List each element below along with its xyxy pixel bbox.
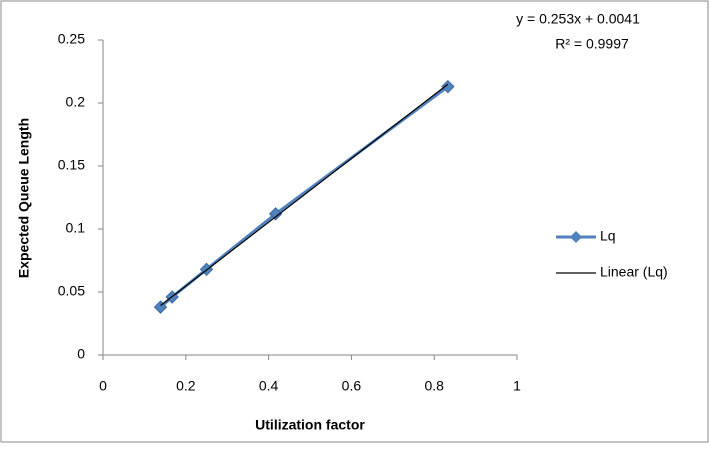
y-tick-label: 0.25 bbox=[58, 31, 85, 47]
data-point bbox=[268, 207, 283, 221]
legend-marker bbox=[570, 231, 582, 243]
x-tick-label: 0 bbox=[99, 378, 107, 394]
series-line bbox=[160, 83, 449, 306]
y-tick-label: 0.15 bbox=[58, 157, 85, 173]
x-axis-title: Utilization factor bbox=[255, 417, 365, 433]
y-tick-label: 0.1 bbox=[66, 220, 86, 236]
trend-r2: R² = 0.9997 bbox=[555, 36, 629, 52]
legend-label: Linear (Lq) bbox=[600, 264, 668, 280]
y-tick-label: 0.05 bbox=[58, 283, 85, 299]
x-tick-label: 1 bbox=[513, 378, 521, 394]
y-tick-label: 0 bbox=[77, 346, 85, 362]
x-tick-label: 0.4 bbox=[259, 378, 279, 394]
trend-equation: y = 0.253x + 0.0041 bbox=[516, 11, 640, 27]
x-tick-label: 0.6 bbox=[342, 378, 362, 394]
legend-label: Lq bbox=[600, 228, 616, 244]
data-point bbox=[441, 79, 455, 94]
x-tick-label: 0.2 bbox=[176, 378, 196, 394]
data-point bbox=[153, 300, 168, 314]
x-tick-label: 0.8 bbox=[424, 378, 444, 394]
y-tick-label: 0.2 bbox=[66, 94, 86, 110]
y-axis-title: Expected Queue Length bbox=[16, 118, 32, 278]
